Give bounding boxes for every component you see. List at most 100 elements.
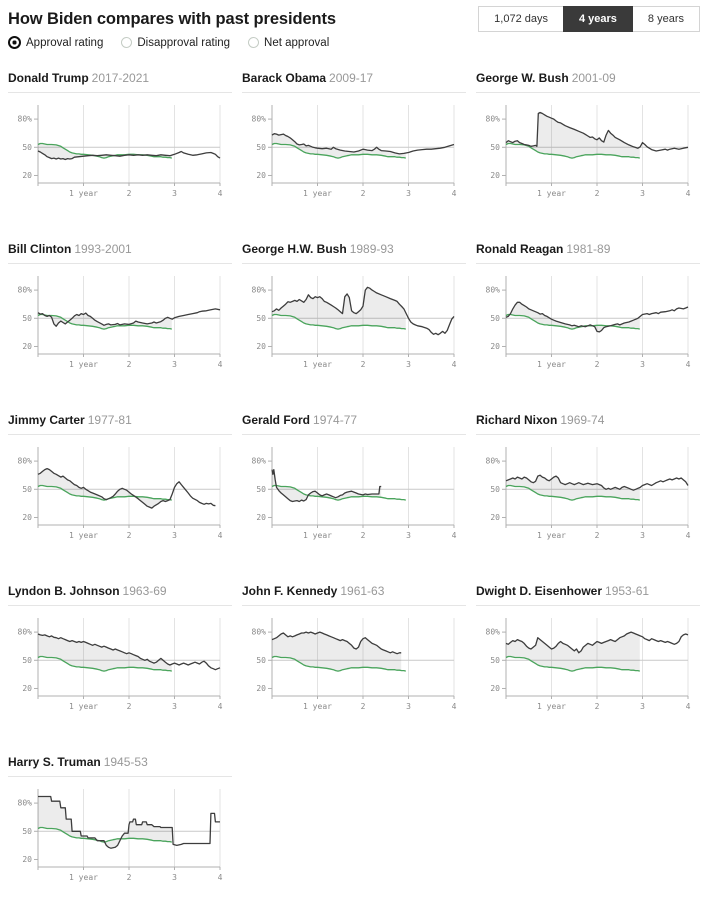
president-term-years: 1953-61 xyxy=(605,584,650,598)
y-axis-label: 80% xyxy=(252,115,267,124)
biden-approval-line xyxy=(505,655,640,672)
president-name: Dwight D. Eisenhower xyxy=(476,584,603,598)
y-axis-label: 80% xyxy=(18,115,33,124)
president-approval-line xyxy=(271,631,402,655)
approval-difference-area xyxy=(506,112,640,159)
biden-approval-line xyxy=(37,484,172,501)
president-chart-title: Harry S. Truman 1945-53 xyxy=(8,755,232,777)
y-axis-label: 20 xyxy=(22,342,32,351)
biden-approval-line xyxy=(37,142,172,159)
radio-disapproval-rating[interactable]: Disapproval rating xyxy=(121,37,230,49)
approval-mini-chart: 80% 50 20 1 year 2 3 4 xyxy=(486,618,691,711)
y-axis-label: 20 xyxy=(22,513,32,522)
range-button-4-years[interactable]: 4 years xyxy=(562,6,633,32)
x-axis-label: 1 year xyxy=(69,531,98,540)
approval-difference-area xyxy=(272,287,406,330)
approval-mini-chart: 80% 50 20 1 year 2 3 4 xyxy=(18,447,223,540)
charts-grid: Donald Trump 2017-2021 80% 50 20 1 year 2 3 4 Bar… xyxy=(8,71,700,887)
approval-mini-chart: 80% 50 20 1 year 2 3 4 xyxy=(486,447,691,540)
biden-approval-line xyxy=(271,655,406,672)
president-approval-line xyxy=(505,301,689,333)
radio-unselected-icon[interactable] xyxy=(248,37,260,48)
president-name: George H.W. Bush xyxy=(242,242,347,256)
president-approval-line xyxy=(271,468,382,503)
approval-mini-chart: 80% 50 20 1 year 2 3 4 xyxy=(18,276,223,369)
x-axis-label: 3 xyxy=(640,702,645,711)
president-name: Donald Trump xyxy=(8,71,89,85)
president-chart-block: George W. Bush 2001-09 80% 50 20 1 year 2 3 4 xyxy=(476,71,700,203)
president-chart-block: Dwight D. Eisenhower 1953-61 80% 50 20 1 year… xyxy=(476,584,700,716)
x-axis-label: 2 xyxy=(595,702,600,711)
president-term-years: 1977-81 xyxy=(87,413,132,427)
approval-difference-area xyxy=(38,634,172,672)
radio-label: Disapproval rating xyxy=(137,36,231,49)
y-axis-label: 20 xyxy=(256,684,266,693)
x-axis-label: 4 xyxy=(218,702,223,711)
president-approval-line xyxy=(37,308,221,327)
x-axis-label: 2 xyxy=(127,702,132,711)
x-axis-label: 4 xyxy=(686,531,691,540)
x-axis-label: 4 xyxy=(218,360,223,369)
y-axis-label: 20 xyxy=(490,513,500,522)
x-axis-label: 2 xyxy=(361,702,366,711)
approval-difference-area xyxy=(38,468,172,509)
y-axis-label: 20 xyxy=(256,171,266,180)
president-chart-block: Richard Nixon 1969-74 80% 50 20 1 year 2 3 4 xyxy=(476,413,700,545)
x-axis-label: 1 year xyxy=(303,360,332,369)
radio-net-approval[interactable]: Net approval xyxy=(248,37,329,49)
x-axis-label: 3 xyxy=(640,531,645,540)
approval-mini-chart: 80% 50 20 1 year 2 3 4 xyxy=(252,447,457,540)
x-axis-label: 2 xyxy=(127,873,132,882)
x-axis-label: 1 year xyxy=(303,702,332,711)
x-axis-label: 4 xyxy=(452,360,457,369)
y-axis-label: 20 xyxy=(490,684,500,693)
x-axis-label: 4 xyxy=(686,189,691,198)
president-chart-block: George H.W. Bush 1989-93 80% 50 20 1 year 2 3 4 xyxy=(242,242,466,374)
president-term-years: 1961-63 xyxy=(340,584,385,598)
president-name: Jimmy Carter xyxy=(8,413,85,427)
range-button-1072-days[interactable]: 1,072 days xyxy=(478,6,564,32)
y-axis-label: 50 xyxy=(256,143,266,152)
president-chart-title: Donald Trump 2017-2021 xyxy=(8,71,232,93)
x-axis-label: 3 xyxy=(640,189,645,198)
y-axis-label: 20 xyxy=(490,171,500,180)
approval-mini-chart: 80% 50 20 1 year 2 3 4 xyxy=(18,789,223,882)
x-axis-label: 1 year xyxy=(537,531,566,540)
x-axis-label: 3 xyxy=(406,189,411,198)
president-term-years: 1981-89 xyxy=(566,242,611,256)
y-axis-label: 80% xyxy=(486,286,501,295)
x-axis-label: 3 xyxy=(406,702,411,711)
radio-approval-rating[interactable]: Approval rating xyxy=(8,36,103,49)
y-axis-label: 80% xyxy=(18,457,33,466)
president-chart-block: Bill Clinton 1993-2001 80% 50 20 1 year 2 3 4 xyxy=(8,242,232,374)
president-approval-line xyxy=(271,286,455,336)
x-axis-label: 4 xyxy=(686,702,691,711)
x-axis-label: 3 xyxy=(172,189,177,198)
y-axis-label: 50 xyxy=(490,143,500,152)
y-axis-label: 20 xyxy=(490,342,500,351)
y-axis-label: 80% xyxy=(252,457,267,466)
y-axis-label: 50 xyxy=(22,656,32,665)
president-chart-title: Bill Clinton 1993-2001 xyxy=(8,242,232,264)
x-axis-label: 3 xyxy=(172,360,177,369)
radio-unselected-icon[interactable] xyxy=(121,37,133,48)
x-axis-label: 1 year xyxy=(69,189,98,198)
y-axis-label: 80% xyxy=(486,457,501,466)
radio-label: Approval rating xyxy=(26,36,104,49)
biden-approval-line xyxy=(37,655,172,672)
range-button-8-years[interactable]: 8 years xyxy=(631,6,700,32)
biden-approval-line xyxy=(37,313,172,330)
president-term-years: 2001-09 xyxy=(571,71,616,85)
president-name: John F. Kennedy xyxy=(242,584,338,598)
y-axis-label: 50 xyxy=(256,656,266,665)
x-axis-label: 1 year xyxy=(69,360,98,369)
radio-selected-icon[interactable] xyxy=(8,36,21,49)
approval-difference-area xyxy=(506,475,640,501)
x-axis-label: 2 xyxy=(595,189,600,198)
biden-approval-line xyxy=(271,484,406,501)
president-term-years: 1963-69 xyxy=(122,584,167,598)
y-axis-label: 80% xyxy=(486,628,501,637)
x-axis-label: 4 xyxy=(218,531,223,540)
president-name: Ronald Reagan xyxy=(476,242,564,256)
